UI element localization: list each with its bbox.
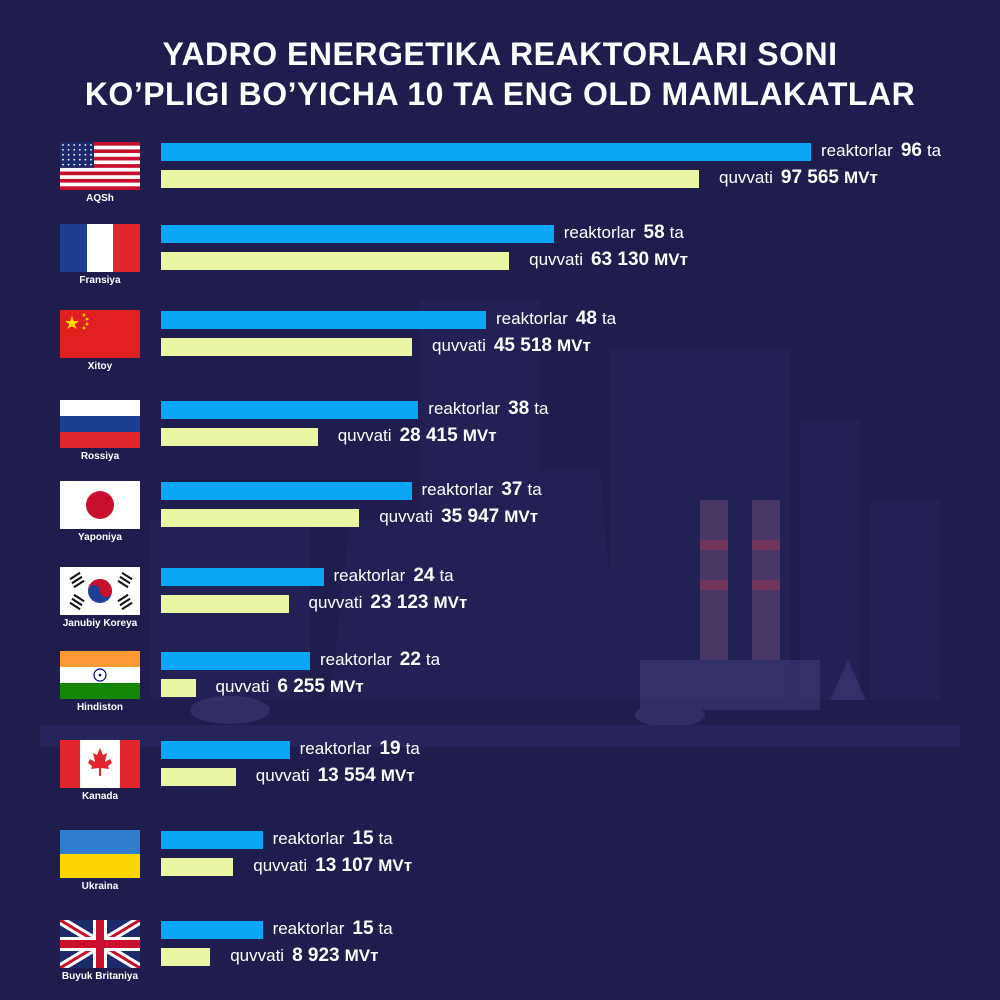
reactor-bar xyxy=(161,921,263,939)
uk-flag-icon xyxy=(60,920,140,968)
reactor-data-label: reaktorlar 37 ta xyxy=(421,479,542,500)
reactor-bar xyxy=(161,568,324,586)
south-korea-flag-icon xyxy=(60,567,140,615)
power-data-label: quvvati 23 123 MVт xyxy=(308,592,468,613)
power-bar xyxy=(161,428,318,446)
chart-row: Buyuk Britaniya reaktorlar 15 ta quvvati 8 92… xyxy=(0,918,1000,982)
reactor-bar xyxy=(161,311,486,329)
country-label: Kanada xyxy=(81,791,119,802)
country-label: AQSh xyxy=(86,193,114,204)
country-label: Xitoy xyxy=(87,361,113,372)
power-data-label: quvvati 63 130 MVт xyxy=(529,249,688,270)
reactor-bar xyxy=(161,143,811,161)
country-label: Janubiy Koreya xyxy=(62,618,138,629)
chart-title: YADRO ENERGETIKA REAKTORLARI SONI KO’PLI… xyxy=(0,34,1000,114)
power-bar xyxy=(161,948,211,966)
reactor-bar xyxy=(161,225,554,243)
reactor-data-label: reaktorlar 58 ta xyxy=(563,222,684,243)
reactor-data-label: reaktorlar 15 ta xyxy=(272,828,393,849)
usa-flag-icon xyxy=(60,142,140,190)
ukraine-flag-icon xyxy=(60,830,140,878)
country-label: Buyuk Britaniya xyxy=(61,971,139,982)
power-bar xyxy=(161,679,196,697)
country-label: Ukraina xyxy=(81,881,119,892)
country-label: Hindiston xyxy=(76,702,124,713)
canada-flag-icon xyxy=(60,740,140,788)
power-bar xyxy=(161,170,699,188)
reactor-bar xyxy=(161,401,419,419)
power-data-label: quvvati 13 554 MVт xyxy=(255,765,415,786)
power-data-label: quvvati 8 923 MVт xyxy=(230,945,379,966)
country-label: Yaponiya xyxy=(78,532,122,543)
power-bar xyxy=(161,595,289,613)
chart-title-line-2: KO’PLIGI BO’YICHA 10 TA ENG OLD MAMLAKAT… xyxy=(84,76,916,112)
india-flag-icon xyxy=(60,651,140,699)
power-data-label: quvvati 97 565 MVт xyxy=(719,167,878,188)
reactor-bar xyxy=(161,482,412,500)
france-flag-icon xyxy=(60,224,140,272)
chart-row: Rossiya reaktorlar 38 ta quvvati 28 415 MVт xyxy=(0,398,1000,462)
country-label: Fransiya xyxy=(79,275,121,286)
country-label: Rossiya xyxy=(80,451,120,462)
chart-row: Yaponiya reaktorlar 37 ta quvvati 35 947 MVт xyxy=(0,479,1000,543)
power-bar xyxy=(161,252,510,270)
chart-row: Fransiya reaktorlar 58 ta quvvati 63 130 MVт xyxy=(0,222,1000,286)
reactor-data-label: reaktorlar 24 ta xyxy=(333,565,454,586)
reactor-data-label: reaktorlar 15 ta xyxy=(272,918,393,939)
chart-row: Kanada reaktorlar 19 ta quvvati 13 554 MVт xyxy=(0,738,1000,802)
power-bar xyxy=(161,768,236,786)
chart-title-line-1: YADRO ENERGETIKA REAKTORLARI SONI xyxy=(162,36,838,72)
power-bar xyxy=(161,509,360,527)
chart-row: Xitoy reaktorlar 48 ta quvvati 45 518 MVт xyxy=(0,308,1000,372)
power-data-label: quvvati 28 415 MVт xyxy=(337,425,497,446)
reactor-data-label: reaktorlar 22 ta xyxy=(319,649,441,670)
chart-row: Hindiston reaktorlar 22 ta quvvati 6 255 MVт xyxy=(0,649,1000,713)
power-data-label: quvvati 6 255 MVт xyxy=(215,676,364,697)
reactor-bar xyxy=(161,652,310,670)
japan-flag-icon xyxy=(60,481,140,529)
reactor-data-label: reaktorlar 48 ta xyxy=(496,308,617,329)
reactor-bar xyxy=(161,831,263,849)
power-data-label: quvvati 35 947 MVт xyxy=(379,506,539,527)
reactor-data-label: reaktorlar 19 ta xyxy=(299,738,420,759)
china-flag-icon xyxy=(60,310,140,358)
russia-flag-icon xyxy=(60,400,140,448)
chart-row: AQSh reaktorlar 96 ta quvvati 97 565 MVт xyxy=(0,140,1000,204)
reactor-data-label: reaktorlar 38 ta xyxy=(428,398,549,419)
reactor-data-label: reaktorlar 96 ta xyxy=(821,140,942,161)
reactor-bar xyxy=(161,741,290,759)
chart-row: Janubiy Koreya reaktorlar 24 ta quvvati 23 12… xyxy=(0,565,1000,629)
power-data-label: quvvati 45 518 MVт xyxy=(431,335,591,356)
power-bar xyxy=(161,858,234,876)
power-bar xyxy=(161,338,412,356)
chart-row: Ukraina reaktorlar 15 ta quvvati 13 107 MVт xyxy=(0,828,1000,892)
power-data-label: quvvati 13 107 MVт xyxy=(253,855,413,876)
